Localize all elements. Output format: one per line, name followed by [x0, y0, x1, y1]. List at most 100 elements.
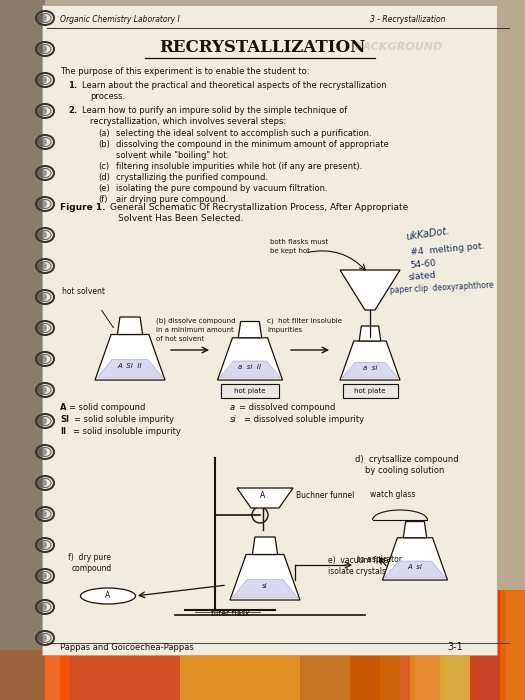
Text: RECRYSTALLIZATION: RECRYSTALLIZATION: [159, 39, 365, 56]
Text: A: A: [106, 592, 111, 601]
Text: 3 - Recrystallization: 3 - Recrystallization: [370, 15, 446, 24]
Text: BACKGROUND: BACKGROUND: [355, 42, 443, 52]
Ellipse shape: [37, 479, 47, 487]
Ellipse shape: [37, 510, 47, 518]
Bar: [221, 384, 279, 398]
Ellipse shape: [80, 588, 135, 604]
Text: isolating the pure compound by vacuum filtration.: isolating the pure compound by vacuum fi…: [116, 184, 328, 193]
Text: = solid soluble impurity: = solid soluble impurity: [74, 415, 174, 424]
Text: Figure 1.: Figure 1.: [60, 203, 106, 212]
Polygon shape: [118, 317, 143, 335]
Text: Buchner funnel: Buchner funnel: [296, 491, 354, 500]
Bar: [180, 650, 300, 700]
Text: watch glass: watch glass: [370, 490, 415, 499]
Polygon shape: [384, 561, 446, 578]
Text: 3-1: 3-1: [447, 642, 463, 652]
Text: A: A: [260, 491, 266, 500]
Text: Organic Chemistry Laboratory I: Organic Chemistry Laboratory I: [60, 15, 180, 24]
Ellipse shape: [37, 262, 47, 270]
Bar: [300, 645, 400, 700]
Text: si: si: [230, 415, 237, 424]
Ellipse shape: [37, 448, 47, 456]
Text: II: II: [60, 427, 66, 436]
Polygon shape: [238, 321, 261, 338]
Text: paper clip  deoxyraphthore: paper clip deoxyraphthore: [390, 281, 495, 295]
Ellipse shape: [37, 603, 47, 611]
Text: Pappas and Goicoechea-Pappas: Pappas and Goicoechea-Pappas: [60, 643, 194, 652]
Ellipse shape: [37, 355, 47, 363]
Text: c)  hot filter insoluble: c) hot filter insoluble: [267, 318, 342, 325]
Polygon shape: [230, 554, 300, 600]
Text: air drying pure compound.: air drying pure compound.: [116, 195, 228, 204]
Text: si: si: [262, 583, 268, 589]
Ellipse shape: [37, 231, 47, 239]
Text: (c): (c): [98, 162, 109, 171]
Text: selecting the ideal solvent to accomplish such a purification.: selecting the ideal solvent to accomplis…: [116, 129, 372, 138]
Text: a  si: a si: [363, 365, 377, 371]
Text: recrystallization, which involves several steps:: recrystallization, which involves severa…: [90, 117, 286, 126]
Text: hot plate: hot plate: [234, 388, 266, 394]
Text: (b): (b): [98, 140, 110, 149]
Text: filtering insoluble impurities while hot (if any are present).: filtering insoluble impurities while hot…: [116, 162, 362, 171]
Text: process.: process.: [90, 92, 125, 101]
Bar: [60, 640, 180, 700]
Bar: [42, 5, 497, 655]
Text: 2.: 2.: [68, 106, 77, 115]
Bar: [0, 0, 45, 700]
Ellipse shape: [37, 541, 47, 549]
Ellipse shape: [37, 200, 47, 208]
Polygon shape: [219, 361, 280, 378]
Text: be kept hot: be kept hot: [270, 248, 310, 254]
Text: to aspirator: to aspirator: [357, 555, 402, 564]
Text: 1.: 1.: [68, 81, 77, 90]
Text: ukKaDot.: ukKaDot.: [405, 226, 450, 242]
Ellipse shape: [37, 293, 47, 301]
Ellipse shape: [37, 324, 47, 332]
Text: = solid insoluble impurity: = solid insoluble impurity: [73, 427, 181, 436]
Text: dissolving the compound in the minimum amount of appropriate: dissolving the compound in the minimum a…: [116, 140, 388, 149]
Polygon shape: [95, 335, 165, 380]
Polygon shape: [383, 538, 447, 580]
Ellipse shape: [37, 386, 47, 394]
Polygon shape: [359, 326, 381, 341]
Text: filter flask: filter flask: [211, 609, 249, 618]
Text: #4  melting pot.: #4 melting pot.: [410, 241, 485, 257]
Text: (f): (f): [98, 195, 108, 204]
Text: (e): (e): [98, 184, 110, 193]
Text: hot solvent: hot solvent: [62, 287, 105, 296]
Text: 54-60: 54-60: [410, 259, 437, 270]
Text: SI: SI: [60, 415, 69, 424]
Text: e)  vacuum filter to: e) vacuum filter to: [328, 556, 402, 565]
Text: = dissolved compound: = dissolved compound: [239, 403, 335, 412]
Bar: [342, 384, 397, 398]
Ellipse shape: [37, 107, 47, 115]
Text: a: a: [230, 403, 235, 412]
Text: (a): (a): [98, 129, 110, 138]
Ellipse shape: [37, 572, 47, 580]
Bar: [440, 590, 475, 700]
Polygon shape: [403, 522, 427, 538]
Ellipse shape: [37, 14, 47, 22]
Ellipse shape: [37, 417, 47, 425]
Polygon shape: [340, 270, 400, 310]
Bar: [470, 590, 505, 700]
Polygon shape: [237, 488, 293, 508]
Bar: [380, 590, 415, 700]
Text: a  si  II: a si II: [238, 364, 261, 370]
Text: hot plate: hot plate: [354, 388, 386, 394]
Ellipse shape: [37, 45, 47, 53]
Text: in a minimum amount: in a minimum amount: [156, 327, 234, 333]
Text: f)  dry pure: f) dry pure: [68, 553, 111, 562]
Ellipse shape: [37, 76, 47, 84]
Bar: [0, 650, 70, 700]
Text: isolate crystals: isolate crystals: [328, 567, 386, 576]
Text: solvent while "boiling" hot.: solvent while "boiling" hot.: [116, 151, 229, 160]
Text: A  si: A si: [407, 564, 423, 570]
Text: = solid compound: = solid compound: [69, 403, 145, 412]
Text: of hot solvent: of hot solvent: [156, 336, 204, 342]
Text: The purpose of this experiment is to enable the student to:: The purpose of this experiment is to ena…: [60, 67, 310, 76]
Text: Learn how to purify an impure solid by the simple technique of: Learn how to purify an impure solid by t…: [82, 106, 347, 115]
Polygon shape: [232, 580, 298, 598]
Bar: [410, 590, 445, 700]
Polygon shape: [253, 537, 278, 554]
